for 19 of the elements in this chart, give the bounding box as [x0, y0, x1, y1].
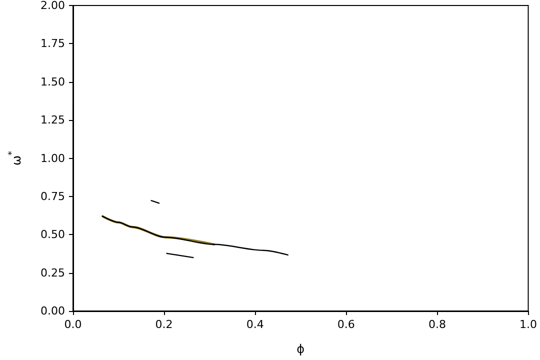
x-tick-label: 0.2 [155, 318, 173, 331]
x-tick-label: 0.4 [246, 318, 264, 331]
y-tick-label: 0.00 [40, 304, 65, 318]
y-tick-label: 1.50 [40, 75, 65, 88]
line-series [102, 216, 288, 256]
x-tick-label: 0.0 [64, 318, 82, 331]
x-tick-label: 0.8 [428, 318, 446, 331]
y-tick-label: 2.00 [40, 0, 65, 12]
y-tick-label: 0.50 [40, 228, 65, 242]
y-axis-title: ω* [8, 150, 24, 166]
x-axis-title: ϕ [296, 342, 305, 356]
y-tick-label: 1.00 [40, 152, 65, 165]
y-tick-label: 0.25 [40, 266, 65, 280]
y-tick-label: 1.25 [40, 114, 65, 127]
y-tick-label: 1.75 [40, 37, 65, 50]
y-tick-label: 0.75 [40, 190, 65, 203]
x-tick-label: 1.0 [520, 318, 538, 331]
x-tick-label: 0.6 [337, 318, 355, 331]
line-series [101, 215, 216, 246]
